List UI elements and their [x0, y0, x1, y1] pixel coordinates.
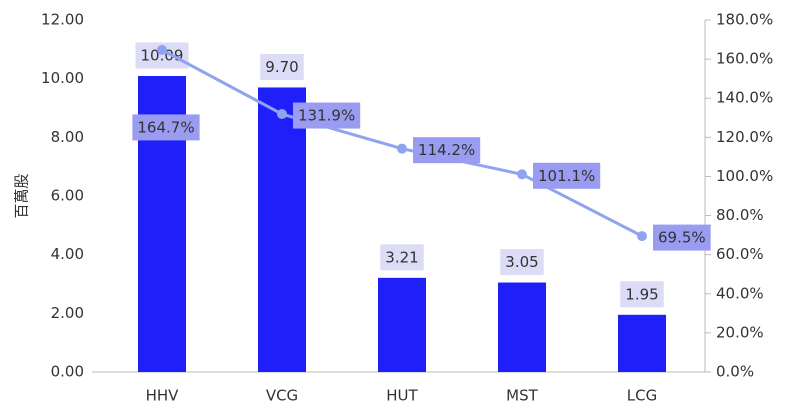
bar-label-bg: [260, 53, 304, 80]
bar: [258, 87, 306, 372]
line: [161, 48, 643, 238]
line-label-bg: [132, 114, 200, 141]
y-tick-label: 8.00: [51, 128, 84, 146]
x-tick-label: LCG: [627, 387, 657, 405]
line-label: 114.2%: [418, 141, 475, 159]
y2-tick-label: 120.0%: [716, 128, 773, 146]
y2-tick-label: 20.0%: [716, 323, 764, 341]
bar-label: 3.21: [385, 248, 418, 266]
line-label-bg: [293, 102, 361, 129]
y-tick-label: 4.00: [51, 245, 84, 263]
line-point: [517, 169, 527, 180]
y2-tick-label: 0.0%: [716, 363, 754, 381]
line-point: [157, 44, 167, 55]
x-tick-label: HUT: [386, 387, 418, 405]
bar-label-bg: [380, 244, 424, 271]
y-tick-label: 6.00: [51, 187, 84, 205]
bar-label-bg: [620, 281, 664, 308]
y2-tick-label: 100.0%: [716, 167, 773, 185]
x-tick-label: VCG: [266, 387, 298, 405]
bar: [378, 277, 426, 372]
line-label: 101.1%: [538, 167, 595, 185]
y-axis-label: 百萬股: [13, 173, 31, 218]
bar: [498, 282, 546, 372]
line-label: 164.7%: [137, 118, 194, 136]
line-label: 131.9%: [298, 107, 355, 125]
line-label-bg: [653, 224, 711, 251]
y-tick-label: 0.00: [51, 363, 84, 381]
bar: [618, 314, 666, 372]
bar-label: 9.70: [265, 58, 298, 76]
y2-tick-label: 160.0%: [716, 50, 773, 68]
line-point: [277, 109, 287, 120]
y2-tick-label: 60.0%: [716, 245, 764, 263]
y2-tick-label: 80.0%: [716, 206, 764, 224]
line-point: [637, 231, 647, 242]
y2-tick-label: 40.0%: [716, 284, 764, 302]
y-tick-label: 10.00: [41, 69, 84, 87]
line-label-bg: [533, 162, 601, 189]
y2-tick-label: 180.0%: [716, 11, 773, 29]
bar-label-bg: [500, 249, 544, 276]
bar-label: 3.05: [505, 253, 538, 271]
y-tick-label: 2.00: [51, 304, 84, 322]
bar-label: 1.95: [625, 285, 658, 303]
line-label-bg: [413, 137, 481, 164]
line-label: 69.5%: [658, 229, 706, 247]
y-tick-label: 12.00: [41, 11, 84, 29]
bar-label: 10.09: [141, 47, 184, 65]
line-point: [397, 143, 407, 154]
y2-tick-label: 140.0%: [716, 89, 773, 107]
x-tick-label: HHV: [146, 387, 180, 405]
x-tick-label: MST: [506, 387, 538, 405]
